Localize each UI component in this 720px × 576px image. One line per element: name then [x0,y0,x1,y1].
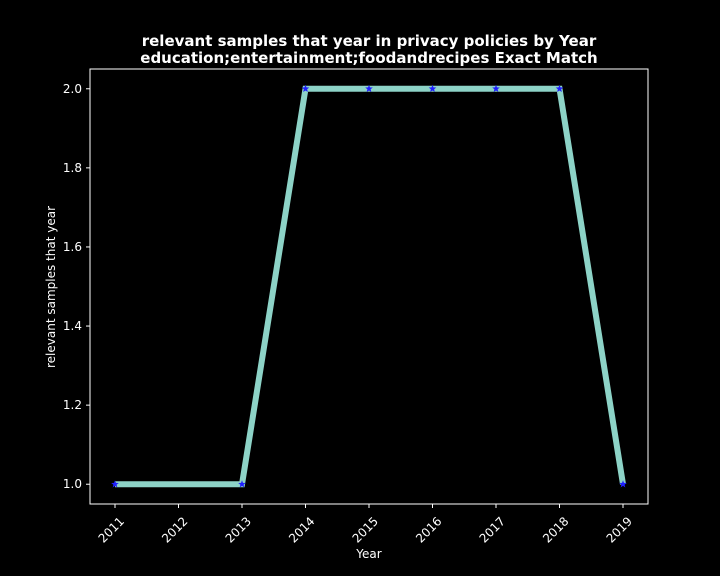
data-point-star [428,84,437,93]
data-point-star [301,84,310,93]
y-tick-label: 1.4 [63,319,82,333]
data-point-star [111,480,119,488]
x-tick-label: 2015 [350,514,381,545]
data-point-star [555,84,564,93]
x-tick-label: 2013 [223,514,254,545]
x-tick-label: 2012 [159,514,190,545]
x-tick-label: 2016 [413,514,444,545]
x-axis-label: Year [355,547,381,561]
x-tick-label: 2019 [604,514,635,545]
series-line [115,85,626,488]
chart-title-line-1: relevant samples that year in privacy po… [142,32,597,50]
data-point-star [492,84,500,93]
data-point-star [365,84,373,93]
data-point-star [619,480,627,488]
series-relevant-samples [111,84,627,488]
chart-title-line-2: education;entertainment;foodandrecipes E… [140,49,597,67]
x-axis: 2011 2012 2013 2014 2015 2016 2017 2018 2019 [96,504,635,546]
y-axis: 1.0 1.2 1.4 1.6 1.8 2.0 [63,82,90,491]
y-tick-label: 1.2 [63,398,82,412]
y-axis-label: relevant samples that year [44,206,58,368]
x-tick-label: 2014 [286,514,317,545]
y-tick-label: 1.0 [63,477,82,491]
x-tick-label: 2018 [540,514,571,545]
x-tick-label: 2017 [477,514,508,545]
y-tick-label: 1.8 [63,161,82,175]
x-tick-label: 2011 [96,514,127,545]
y-tick-label: 2.0 [63,82,82,96]
y-tick-label: 1.6 [63,240,82,254]
data-point-star [238,480,246,488]
